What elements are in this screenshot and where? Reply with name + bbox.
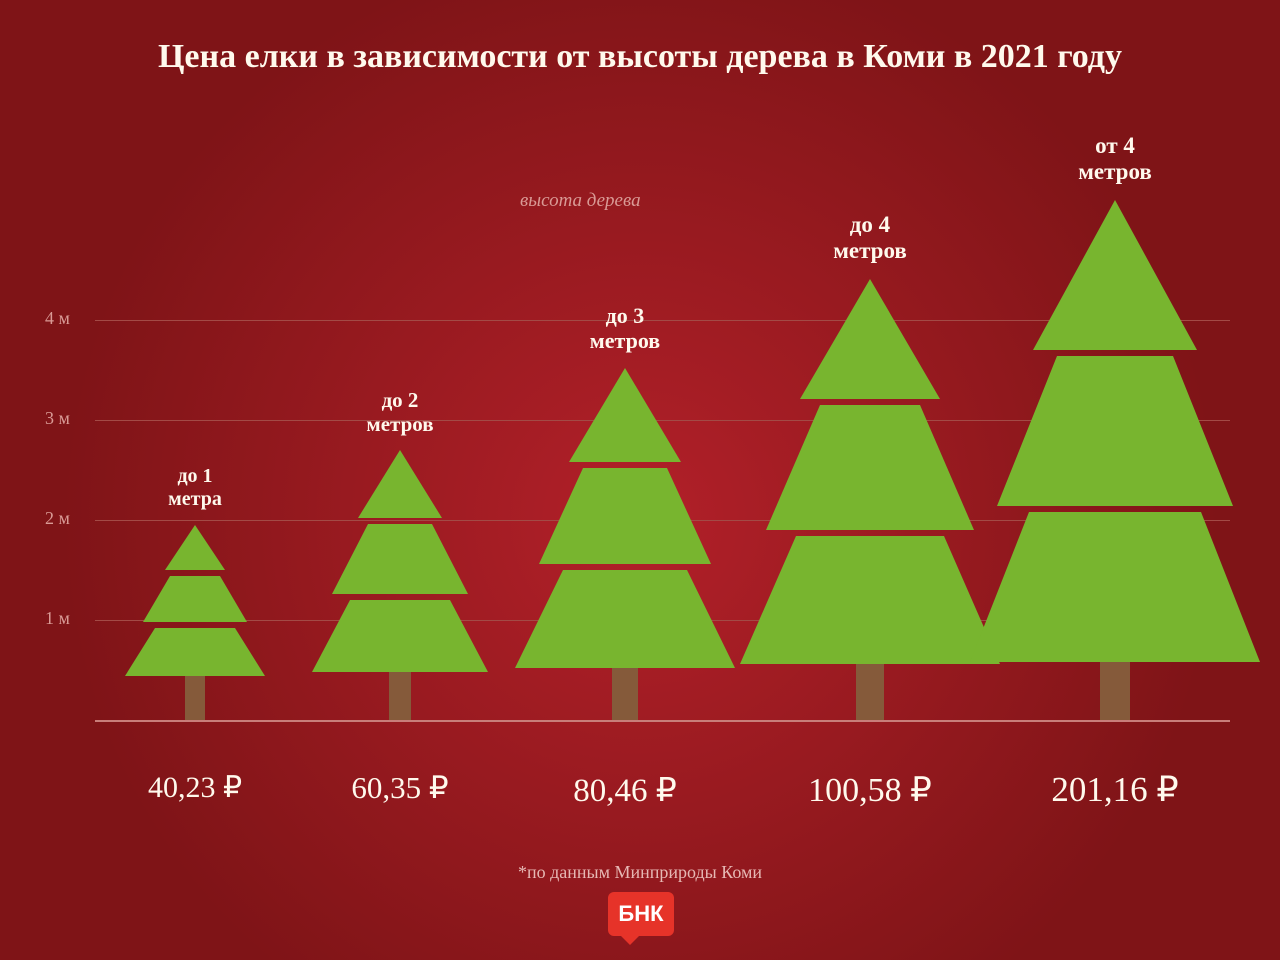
y-tick-label: 3 м xyxy=(45,408,70,429)
tree-height-label: до 3метров xyxy=(535,303,715,354)
tree-tier xyxy=(997,356,1233,506)
tree-trunk xyxy=(856,664,884,720)
tree-tier xyxy=(1033,200,1197,350)
tree-tier xyxy=(143,576,247,622)
tree-tier xyxy=(358,450,442,518)
footnote: *по данным Минприроды Коми xyxy=(0,862,1280,883)
tree-tier xyxy=(515,570,735,668)
chart-title: Цена елки в зависимости от высоты дерева… xyxy=(0,36,1280,79)
tree-price: 201,16 ₽ xyxy=(995,770,1235,810)
tree-tier xyxy=(569,368,681,462)
tree-trunk xyxy=(1100,662,1130,720)
infographic-canvas: Цена елки в зависимости от высоты дерева… xyxy=(0,0,1280,960)
tree-tier xyxy=(800,279,940,399)
axis-caption: высота дерева xyxy=(520,190,641,212)
tree-height-label: до 4метров xyxy=(780,212,960,265)
tree-price: 60,35 ₽ xyxy=(280,770,520,806)
y-tick-label: 1 м xyxy=(45,608,70,629)
tree-price: 100,58 ₽ xyxy=(750,770,990,810)
tree-trunk xyxy=(185,676,205,720)
tree-tier xyxy=(970,512,1260,662)
tree-tier xyxy=(125,628,265,676)
y-tick-label: 4 м xyxy=(45,308,70,329)
tree-price: 40,23 ₽ xyxy=(75,770,315,805)
tree-tier xyxy=(165,525,225,570)
y-tick-label: 2 м xyxy=(45,508,70,529)
tree-tier xyxy=(312,600,488,672)
tree-tier xyxy=(766,405,974,530)
tree-height-label: до 2метров xyxy=(310,388,490,436)
tree-trunk xyxy=(389,672,411,720)
tree-height-label: от 4метров xyxy=(1025,133,1205,186)
tree-price: 80,46 ₽ xyxy=(505,770,745,810)
tree-tier xyxy=(539,468,711,564)
x-axis-baseline xyxy=(95,720,1230,722)
tree-trunk xyxy=(612,668,638,720)
tree-tier xyxy=(332,524,468,594)
tree-height-label: до 1метра xyxy=(105,465,285,511)
source-logo-tail xyxy=(620,935,640,945)
tree-tier xyxy=(740,536,1000,664)
source-logo: БНК xyxy=(608,892,674,936)
